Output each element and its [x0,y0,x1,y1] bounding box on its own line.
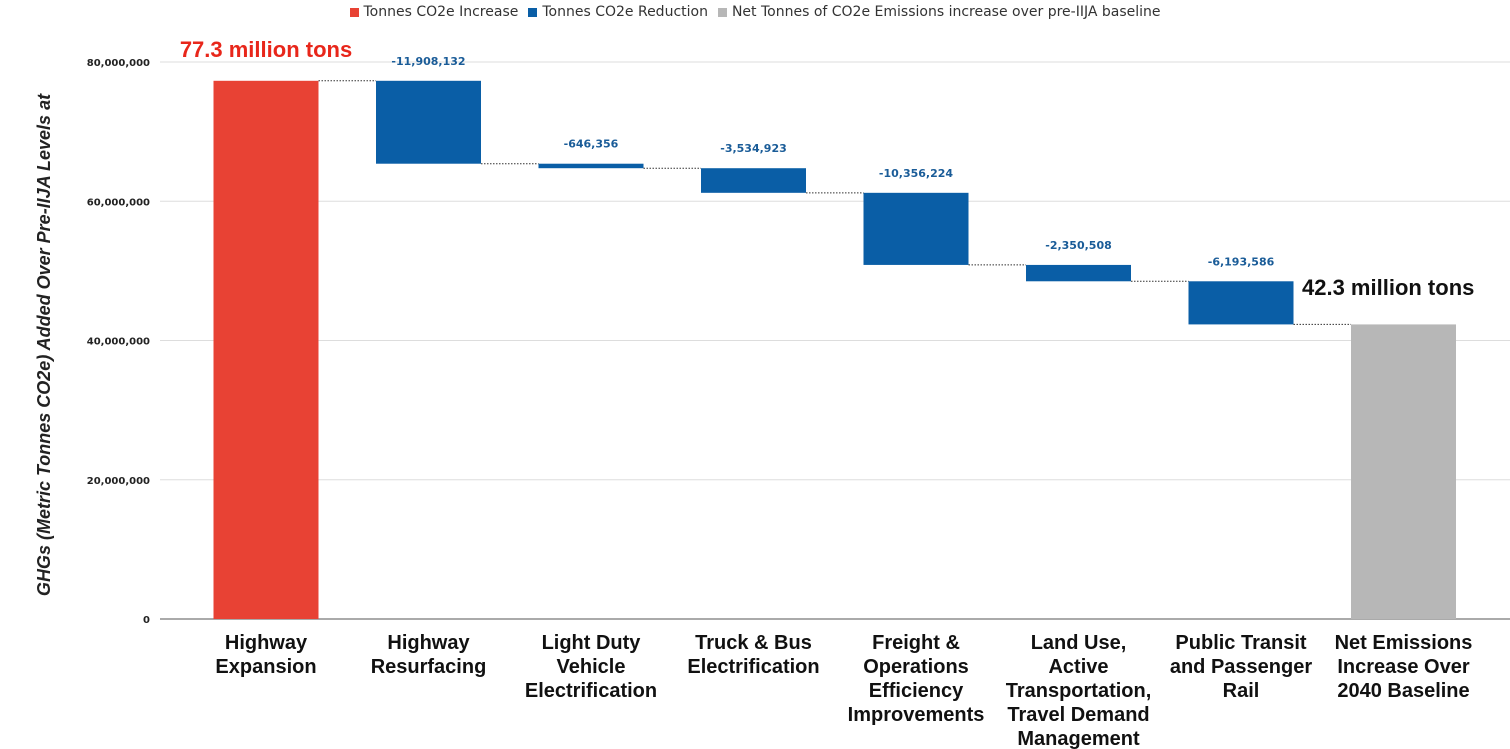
data-label: -646,356 [564,138,619,151]
y-tick-label: 20,000,000 [87,476,150,487]
x-category-label: Net Emissions Increase Over 2040 Baseline [1335,632,1473,702]
x-category-label: Highway Resurfacing [371,632,487,678]
y-tick-label: 0 [143,615,150,626]
legend-swatch-increase [349,7,359,17]
y-tick-label: 80,000,000 [87,58,150,69]
end-total-callout: 42.3 million tons [1302,275,1474,300]
legend-label-increase: Tonnes CO2e Increase [363,4,519,20]
bars [213,80,1456,619]
gridlines: 0 20,000,000 40,000,000 60,000,000 80,000,00… [87,58,1510,626]
x-category-label: Freight & Operations Efficiency Improvement… [848,632,985,726]
legend-item-increase: Tonnes CO2e Increase [349,4,519,20]
legend-item-reduction: Tonnes CO2e Reduction [528,4,708,20]
x-category-label: Light Duty Vehicle Electrification [525,632,657,702]
waterfall-bar-total [1351,324,1456,619]
waterfall-bar-reduction [701,168,806,193]
waterfall-bar-reduction [863,192,969,265]
connectors [318,80,1351,325]
y-tick-label: 60,000,000 [87,197,150,208]
legend-label-reduction: Tonnes CO2e Reduction [542,4,708,20]
y-axis-label: GHGs (Metric Tonnes CO2e) Added Over Pre… [34,93,54,596]
chart-legend: Tonnes CO2e Increase Tonnes CO2e Reducti… [0,4,1510,20]
waterfall-bar-reduction [1026,264,1131,282]
waterfall-bar-reduction [376,80,481,164]
data-label: -10,356,224 [879,167,953,180]
data-label: -6,193,586 [1208,255,1275,268]
labels: Highway Expansion -11,908,132 Highway Resurf… [215,55,1472,749]
data-label: -11,908,132 [391,55,465,68]
waterfall-bar-increase [213,80,319,619]
legend-item-net: Net Tonnes of CO2e Emissions increase ov… [717,4,1161,20]
x-category-label: Public Transit and Passenger Rail [1170,632,1313,702]
data-label: -2,350,508 [1045,239,1112,252]
x-category-label: Highway Expansion [215,632,316,678]
waterfall-bar-reduction [538,163,644,169]
x-category-label: Land Use, Active Transportation, Travel Dem… [1006,632,1152,749]
start-total-callout: 77.3 million tons [180,37,352,62]
y-tick-label: 40,000,000 [87,337,150,348]
legend-swatch-net [717,7,727,17]
legend-swatch-reduction [528,7,538,17]
data-label: -3,534,923 [720,142,787,155]
legend-label-net: Net Tonnes of CO2e Emissions increase ov… [731,4,1161,20]
waterfall-bar-reduction [1188,281,1294,325]
x-category-label: Truck & Bus Electrification [687,632,819,678]
